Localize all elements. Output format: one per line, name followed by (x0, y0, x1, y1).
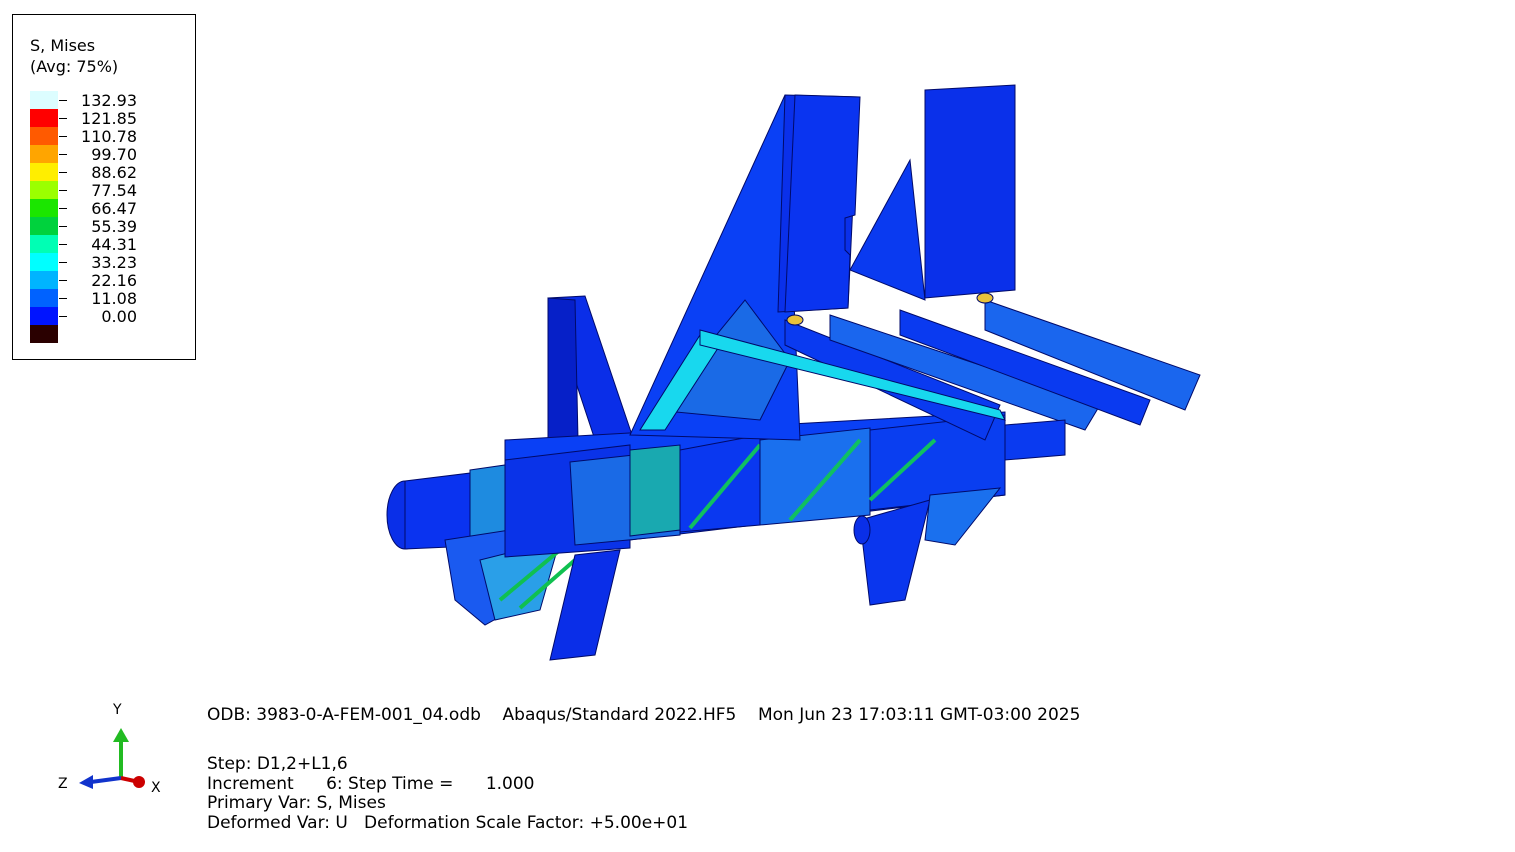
z-axis-arrow (90, 776, 122, 784)
legend-swatch (30, 307, 58, 325)
legend-tick (59, 118, 67, 119)
legend-title-line1: S, Mises (30, 36, 96, 55)
legend-swatch (30, 145, 58, 163)
z-axis-label: Z (58, 776, 68, 792)
run-date: Mon Jun 23 17:03:11 GMT-03:00 2025 (757, 705, 1081, 725)
legend-value: 11.08 (91, 289, 137, 308)
axis-triad: Y Z X (55, 700, 175, 800)
step-info: Step: D1,2+L1,6 Increment 6: Step Time =… (207, 754, 689, 833)
legend-value: 66.47 (91, 199, 137, 218)
legend-value: 132.93 (81, 91, 137, 110)
legend-tick (59, 280, 67, 281)
solver-version: Abaqus/Standard 2022.HF5 (502, 705, 737, 725)
legend-tick (59, 298, 67, 299)
legend-swatch (30, 127, 58, 145)
legend-color-bar (30, 91, 58, 343)
odb-name: ODB: 3983-0-A-FEM-001_04.odb (207, 705, 481, 725)
step-label: Step: D1,2+L1,6 (207, 754, 348, 774)
legend-tick (59, 172, 67, 173)
contour-legend: S, Mises (Avg: 75%) 132.93 121.85 110.78 99… (12, 14, 196, 360)
legend-tick (59, 136, 67, 137)
legend-swatch (30, 109, 58, 127)
legend-value: 22.16 (91, 271, 137, 290)
y-axis-head (113, 728, 129, 742)
y-axis-label: Y (113, 702, 122, 718)
legend-title: S, Mises (Avg: 75%) (30, 35, 118, 77)
odb-info-line: ODB: 3983-0-A-FEM-001_04.odb Abaqus/Stan… (207, 705, 1081, 726)
x-axis-label: X (151, 780, 161, 796)
fem-model (386, 84, 1201, 661)
legend-value: 121.85 (81, 109, 137, 128)
legend-swatch (30, 199, 58, 217)
legend-tick (59, 208, 67, 209)
deformed-var-label: Deformed Var: U Deformation Scale Factor… (207, 812, 689, 833)
increment-label: Increment 6: Step Time = 1.000 (207, 773, 535, 794)
legend-swatch (30, 181, 58, 199)
legend-value: 0.00 (101, 307, 137, 326)
legend-tick (59, 190, 67, 191)
legend-value: 44.31 (91, 235, 137, 254)
legend-value: 55.39 (91, 217, 137, 236)
legend-swatch (30, 253, 58, 271)
axis-triad-arrows (79, 728, 145, 789)
legend-value: 88.62 (91, 163, 137, 182)
legend-tick (59, 244, 67, 245)
legend-swatch (30, 163, 58, 181)
legend-value: 77.54 (91, 181, 137, 200)
x-axis-arrow (120, 776, 140, 784)
legend-swatch-bottom (30, 325, 58, 343)
legend-tick (59, 262, 67, 263)
legend-swatch (30, 217, 58, 235)
legend-value: 99.70 (91, 145, 137, 164)
legend-value: 110.78 (81, 127, 137, 146)
legend-tick (59, 154, 67, 155)
legend-value: 33.23 (91, 253, 137, 272)
legend-tick (59, 100, 67, 101)
legend-swatch (30, 289, 58, 307)
legend-swatch (30, 271, 58, 289)
legend-title-line2: (Avg: 75%) (30, 57, 119, 76)
legend-tick (59, 226, 67, 227)
legend-swatch (30, 235, 58, 253)
primary-var-label: Primary Var: S, Mises (207, 793, 386, 813)
z-axis-head (79, 775, 93, 789)
legend-tick (59, 316, 67, 317)
legend-swatch (30, 91, 58, 109)
